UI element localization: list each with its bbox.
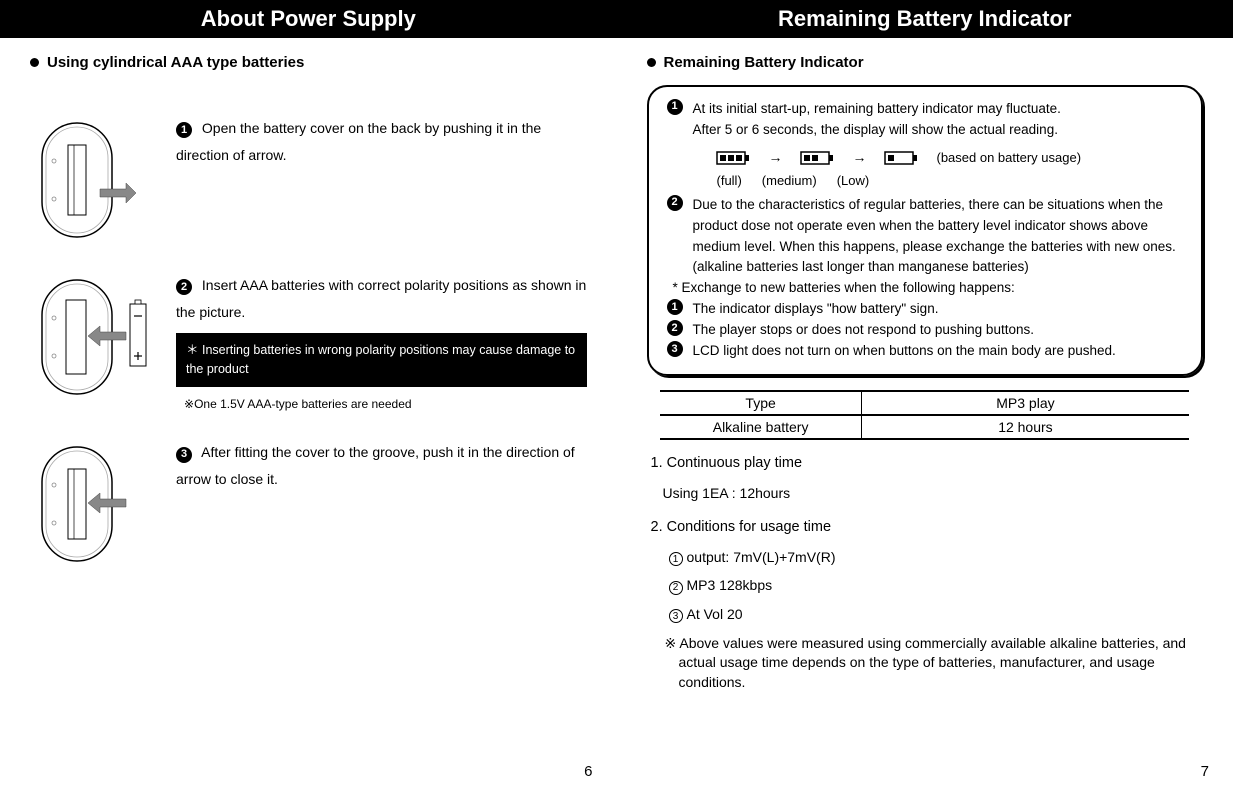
step-1-row: 1 Open the battery cover on the back by … (30, 115, 587, 248)
ast-icon: ＊ (186, 343, 199, 357)
page-left: About Power Supply Using cylindrical AAA… (0, 0, 617, 786)
warn-text: Inserting batteries in wrong polarity po… (186, 343, 575, 376)
step-3-row: 3 After fitting the cover to the groove,… (30, 439, 587, 572)
num-2-icon: 2 (176, 279, 192, 295)
box-i2: Due to the characteristics of regular ba… (693, 195, 1184, 258)
star-icon: ※ (184, 397, 194, 411)
step-3-text: 3 After fitting the cover to the groove,… (176, 439, 587, 492)
page-number-left: 6 (584, 763, 592, 780)
battery-low-icon (885, 150, 919, 166)
section-title-text-r: Remaining Battery Indicator (664, 54, 864, 71)
list-2: 2. Conditions for usage time (651, 514, 1204, 542)
step-2-row: 2 Insert AAA batteries with correct pola… (30, 272, 587, 415)
header-left: About Power Supply (0, 0, 617, 38)
table-row: Alkaline battery 12 hours (660, 415, 1189, 439)
ex-2: The player stops or does not respond to … (693, 320, 1034, 341)
ex-1: The indicator displays "how battery" sig… (693, 299, 939, 320)
box-i1a: At its initial start-up, remaining batte… (693, 99, 1061, 120)
box-i2b: (alkaline batteries last longer than man… (693, 257, 1184, 278)
device-illustration-1 (30, 115, 140, 248)
battery-full-icon (717, 150, 751, 166)
section-title-text: Using cylindrical AAA type batteries (47, 54, 304, 71)
bullet-icon (30, 58, 39, 67)
header-right: Remaining Battery Indicator (617, 0, 1233, 38)
ex-num-2-icon: 2 (667, 320, 683, 336)
bullet-icon (647, 58, 656, 67)
list-1: 1. Continuous play time (651, 450, 1204, 478)
cond-1: output: 7mV(L)+7mV(R) (687, 549, 836, 565)
device-illustration-3 (30, 439, 140, 572)
label-low: (Low) (837, 171, 870, 191)
info-box: 1 At its initial start-up, remaining bat… (647, 85, 1204, 376)
th-type: Type (660, 391, 861, 415)
ex-3: LCD light does not turn on when buttons … (693, 341, 1116, 362)
device-illustration-2 (30, 272, 140, 405)
step-1-text: 1 Open the battery cover on the back by … (176, 115, 587, 168)
box-num-2-icon: 2 (667, 195, 683, 211)
battery-table: Type MP3 play Alkaline battery 12 hours (660, 390, 1189, 440)
step-2-text: 2 Insert AAA batteries with correct pola… (176, 272, 587, 415)
page-right: Remaining Battery Indicator Remaining Ba… (617, 0, 1233, 786)
cond-2-icon: 2 (669, 581, 683, 595)
footnote-text: Above values were measured using commerc… (679, 635, 1186, 690)
td-hours: 12 hours (861, 415, 1189, 439)
conditions-list: 1. Continuous play time Using 1EA : 12ho… (651, 450, 1204, 692)
exchange-heading: * Exchange to new batteries when the fol… (673, 278, 1184, 299)
ex-num-3-icon: 3 (667, 341, 683, 357)
table-row: Type MP3 play (660, 391, 1189, 415)
arrow-icon: → (769, 147, 783, 169)
section-title-right: Remaining Battery Indicator (647, 54, 1204, 71)
cond-3: At Vol 20 (687, 606, 743, 622)
step3-content: After fitting the cover to the groove, p… (176, 444, 575, 487)
label-full: (full) (717, 171, 742, 191)
section-title-left: Using cylindrical AAA type batteries (30, 54, 587, 71)
footnote: ※ Above values were measured using comme… (665, 634, 1204, 693)
star-icon: ※ (665, 635, 677, 651)
th-mp3play: MP3 play (861, 391, 1189, 415)
cond-1-icon: 1 (669, 552, 683, 566)
warning-box: ＊ Inserting batteries in wrong polarity … (176, 333, 587, 387)
box-num-1-icon: 1 (667, 99, 683, 115)
note-text: One 1.5V AAA-type batteries are needed (194, 397, 411, 411)
battery-note: ※One 1.5V AAA-type batteries are needed (184, 393, 587, 416)
ex-num-1-icon: 1 (667, 299, 683, 315)
step2-content: Insert AAA batteries with correct polari… (176, 277, 586, 320)
box-i1b: After 5 or 6 seconds, the display will s… (693, 120, 1061, 141)
num-3-icon: 3 (176, 447, 192, 463)
page-number-right: 7 (1201, 763, 1209, 780)
arrow-icon: → (853, 147, 867, 169)
num-1-icon: 1 (176, 122, 192, 138)
td-type: Alkaline battery (660, 415, 861, 439)
cond-2: MP3 128kbps (687, 577, 773, 593)
cond-3-icon: 3 (669, 609, 683, 623)
battery-level-icons: → → (based on battery usage) (717, 147, 1184, 169)
battery-medium-icon (801, 150, 835, 166)
step1-content: Open the battery cover on the back by pu… (176, 120, 541, 163)
list-1-sub: Using 1EA : 12hours (663, 480, 1204, 507)
battery-labels: (full) (medium) (Low) (717, 171, 1184, 191)
basis-text: (based on battery usage) (937, 148, 1082, 168)
label-medium: (medium) (762, 171, 817, 191)
